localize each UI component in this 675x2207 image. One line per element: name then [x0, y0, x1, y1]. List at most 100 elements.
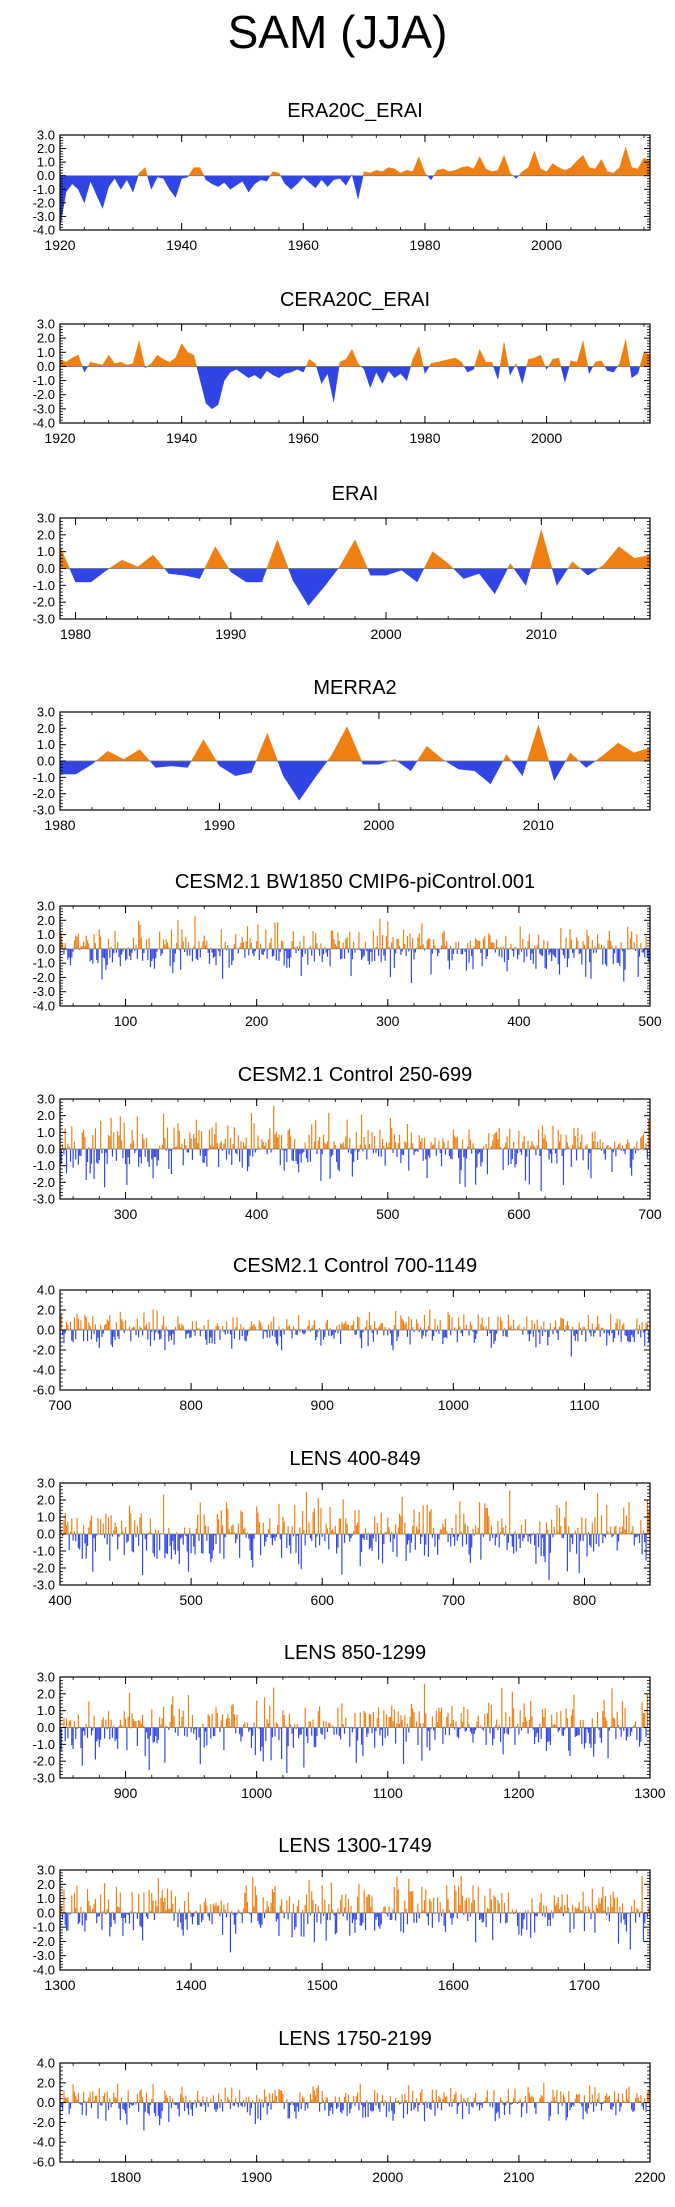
positive-bar: [616, 1147, 618, 1149]
positive-bar: [92, 1316, 94, 1330]
positive-bar: [437, 1325, 439, 1330]
negative-bar: [507, 1534, 509, 1543]
positive-bar: [241, 937, 243, 949]
positive-bar: [115, 1322, 117, 1330]
positive-bar: [69, 1531, 72, 1534]
positive-bar: [417, 937, 419, 949]
positive-bar: [121, 2097, 123, 2103]
positive-bar: [383, 1145, 385, 1149]
negative-bar: [471, 1534, 473, 1548]
positive-bar: [422, 1910, 424, 1913]
negative-bar: [360, 948, 363, 960]
negative-bar: [328, 948, 330, 951]
positive-bar: [416, 1721, 418, 1728]
negative-bar: [534, 1534, 536, 1546]
negative-bar: [67, 948, 69, 960]
positive-bar: [160, 1898, 162, 1913]
positive-bar: [127, 1716, 129, 1728]
negative-bar: [368, 2102, 371, 2104]
negative-bar: [85, 1149, 87, 1180]
negative-bar: [379, 1912, 381, 1929]
plot-frame: [59, 2062, 651, 2163]
positive-bar: [598, 1898, 600, 1913]
negative-bar: [469, 1912, 471, 1917]
negative-bar: [608, 1727, 610, 1731]
negative-bar: [422, 1330, 424, 1336]
negative-bar: [599, 2102, 601, 2104]
negative-bar: [590, 2102, 592, 2105]
negative-bar: [463, 1912, 465, 1916]
positive-bar: [488, 2101, 490, 2103]
y-tick-label: -3.0: [33, 1948, 55, 1963]
negative-bar: [147, 1727, 149, 1739]
plot-frame: [59, 134, 651, 231]
negative-bar: [260, 1534, 262, 1556]
positive-bar: [357, 1896, 359, 1913]
negative-bar: [410, 2102, 412, 2112]
negative-bar: [456, 1534, 458, 1541]
positive-bar: [465, 1897, 468, 1913]
negative-bar: [523, 1534, 525, 1538]
negative-bar: [245, 1534, 247, 1538]
negative-bar: [336, 1149, 338, 1162]
positive-bar: [224, 1138, 226, 1149]
negative-bar: [295, 948, 297, 953]
positive-bar: [391, 942, 393, 949]
positive-bar: [469, 940, 471, 949]
positive-bar: [181, 1716, 183, 1728]
positive-bar: [185, 2095, 187, 2103]
negative-bar: [190, 1912, 192, 1917]
negative-bar: [532, 1330, 534, 1337]
negative-bar: [144, 2102, 146, 2112]
positive-bar: [342, 1324, 344, 1330]
negative-bar: [363, 2102, 365, 2107]
negative-bar: [199, 1330, 201, 1337]
positive-bar: [615, 1525, 617, 1534]
negative-bar: [357, 1727, 359, 1741]
positive-bar: [640, 1137, 642, 1149]
positive-bar: [608, 1147, 610, 1149]
negative-bar: [594, 1330, 596, 1334]
positive-bar: [353, 941, 355, 949]
positive-bar: [232, 1524, 234, 1534]
negative-bar: [556, 1330, 558, 1333]
positive-bar: [102, 1717, 104, 1728]
positive-bar: [446, 2096, 448, 2103]
positive-bar: [207, 1714, 209, 1728]
y-tick-label: 0.0: [37, 941, 55, 956]
positive-bar: [621, 1145, 624, 1149]
positive-bar: [610, 1147, 612, 1149]
x-tick-label: 2000: [370, 626, 401, 642]
negative-bar: [305, 2102, 308, 2105]
x-tick-label: 600: [507, 1206, 531, 1222]
positive-bar: [607, 1906, 609, 1913]
negative-bar: [232, 1912, 234, 1915]
negative-bar: [579, 2102, 582, 2104]
positive-bar: [425, 1713, 427, 1728]
negative-bar: [623, 1149, 625, 1152]
positive-bar: [389, 1716, 391, 1728]
positive-bar: [311, 1891, 313, 1913]
positive-bar: [239, 2089, 241, 2103]
negative-bar: [526, 1912, 528, 1930]
positive-bar: [374, 2089, 376, 2103]
negative-bar: [180, 1534, 182, 1539]
negative-bar: [305, 1149, 308, 1159]
positive-bar: [364, 1327, 367, 1330]
positive-bar: [265, 1142, 267, 1149]
positive-bar: [472, 1143, 474, 1149]
negative-bar: [595, 1534, 597, 1545]
negative-bar: [178, 2102, 180, 2117]
positive-bar: [319, 1137, 321, 1149]
positive-bar: [333, 1532, 335, 1534]
plot-frame: [59, 1289, 651, 1391]
positive-bar: [616, 2099, 618, 2103]
positive-bar: [249, 938, 251, 949]
positive-bar: [528, 2092, 530, 2103]
negative-bar: [541, 1534, 544, 1538]
positive-bar: [534, 1146, 536, 1149]
positive-bar: [423, 1900, 426, 1913]
negative-bar: [549, 1149, 551, 1154]
positive-bar: [582, 1891, 584, 1913]
positive-bar: [172, 2098, 174, 2103]
